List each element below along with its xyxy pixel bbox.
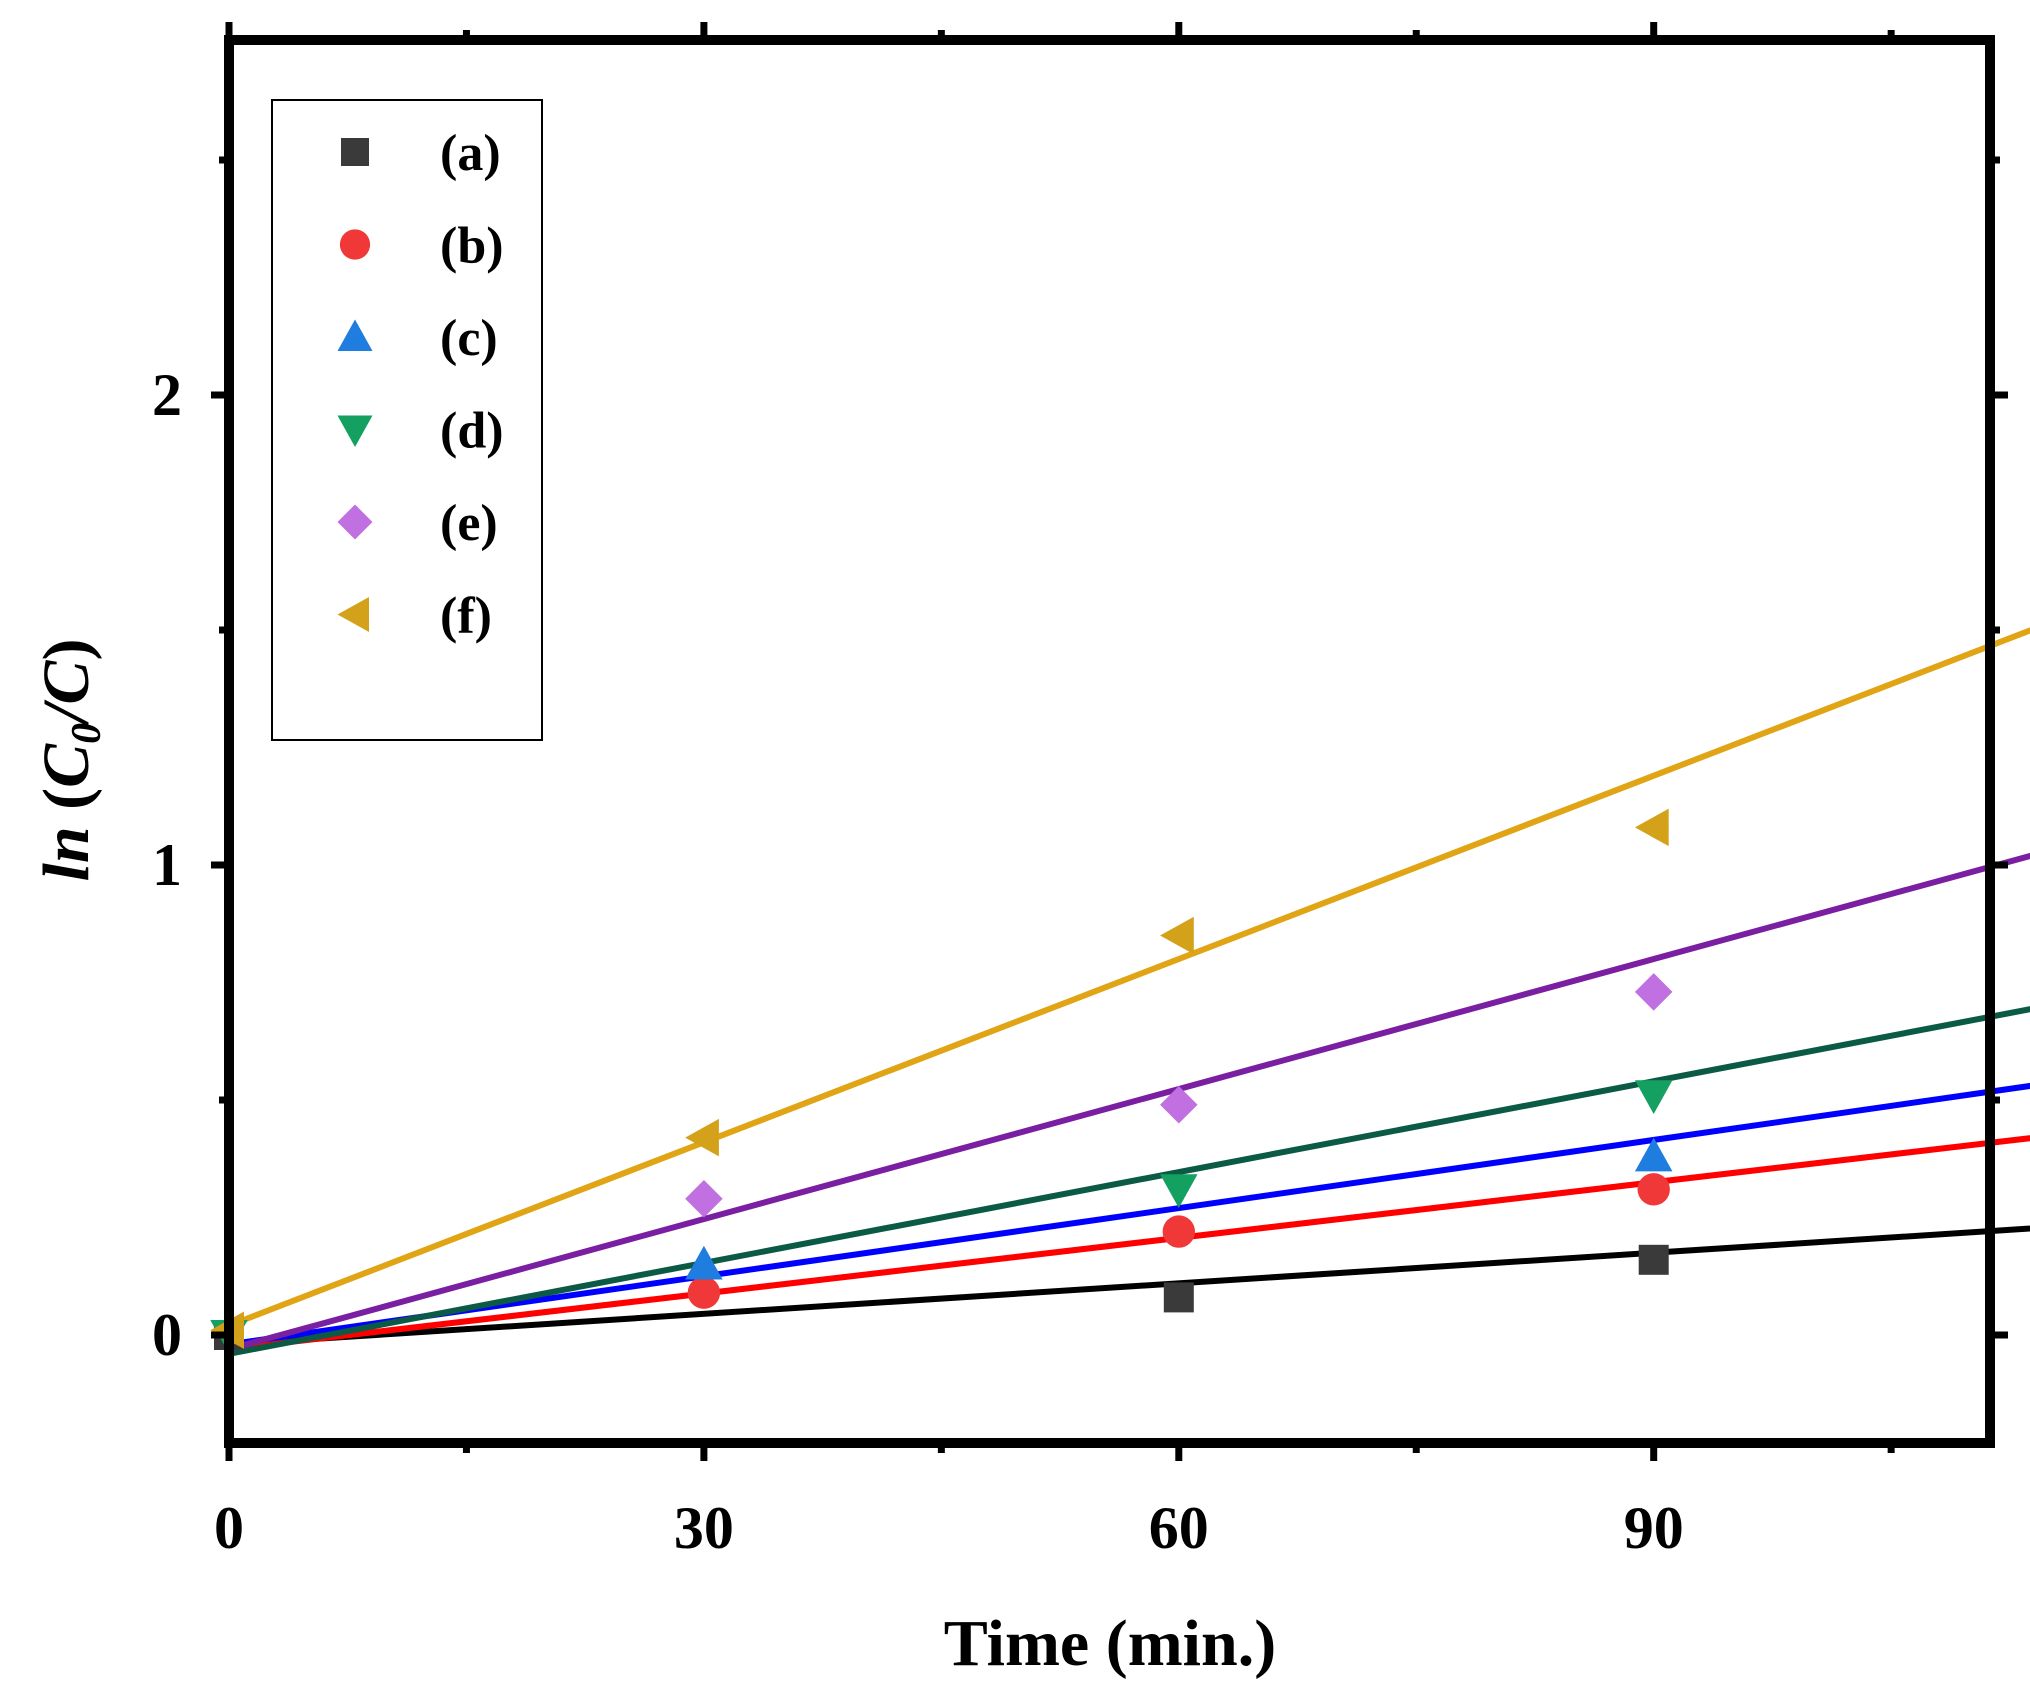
legend-marker bbox=[337, 415, 373, 447]
legend-marker bbox=[341, 138, 369, 166]
legend-marker bbox=[339, 229, 371, 260]
y-tick-label: 2 bbox=[152, 362, 182, 428]
y-tick-label: 0 bbox=[152, 1302, 182, 1368]
data-point bbox=[1638, 1244, 1669, 1275]
x-axis-title: Time (min.) bbox=[944, 1607, 1276, 1680]
legend-label: (d) bbox=[440, 403, 504, 460]
data-point bbox=[1160, 1174, 1198, 1209]
y-axis-title-subscript: 0 bbox=[64, 723, 110, 744]
legend-label: (f) bbox=[440, 588, 492, 645]
y-axis-title: ln (C0/C) bbox=[30, 639, 110, 882]
y-axis-title-numerator: C bbox=[30, 743, 103, 788]
y-axis-title-ln: ln bbox=[30, 826, 103, 881]
legend-label: (c) bbox=[440, 310, 498, 367]
y-tick-label: 1 bbox=[152, 832, 182, 898]
x-tick-label: 30 bbox=[674, 1495, 734, 1561]
data-point bbox=[1634, 1137, 1673, 1172]
plot-frame bbox=[224, 35, 1995, 1448]
data-point bbox=[1163, 1282, 1194, 1313]
data-point bbox=[1634, 808, 1669, 847]
x-tick-label: 90 bbox=[1624, 1495, 1684, 1561]
tick-labels: 0306090120150180012 bbox=[152, 362, 1684, 1561]
y-axis-title-close: ) bbox=[30, 639, 103, 661]
y-axis-title-denominator: C bbox=[30, 660, 103, 705]
data-point bbox=[1634, 1080, 1673, 1115]
data-point bbox=[1160, 1085, 1198, 1124]
axis-ticks bbox=[211, 22, 2008, 1461]
legend-label: (e) bbox=[440, 495, 498, 552]
data-point bbox=[687, 1276, 721, 1309]
data-point bbox=[1634, 973, 1673, 1011]
data-point bbox=[1637, 1173, 1670, 1206]
fit-line bbox=[226, 852, 2030, 1353]
data-point bbox=[1160, 916, 1194, 955]
x-tick-label: 0 bbox=[214, 1495, 244, 1561]
legend-label: (b) bbox=[440, 218, 504, 275]
legend-marker bbox=[337, 319, 373, 351]
data-point bbox=[685, 1179, 723, 1218]
data-point bbox=[685, 1245, 723, 1280]
legend-marker bbox=[337, 504, 373, 540]
legend: (a) (b) (c) (d) (e) (f) bbox=[271, 99, 543, 741]
data-point bbox=[1162, 1215, 1196, 1248]
legend-box bbox=[271, 99, 543, 741]
data-point bbox=[685, 1118, 719, 1157]
x-tick-label: 60 bbox=[1149, 1495, 1209, 1561]
y-axis-title-open: ( bbox=[30, 788, 103, 826]
fit-line bbox=[226, 1082, 2030, 1348]
legend-label: (a) bbox=[440, 125, 501, 182]
legend-marker bbox=[337, 597, 369, 632]
